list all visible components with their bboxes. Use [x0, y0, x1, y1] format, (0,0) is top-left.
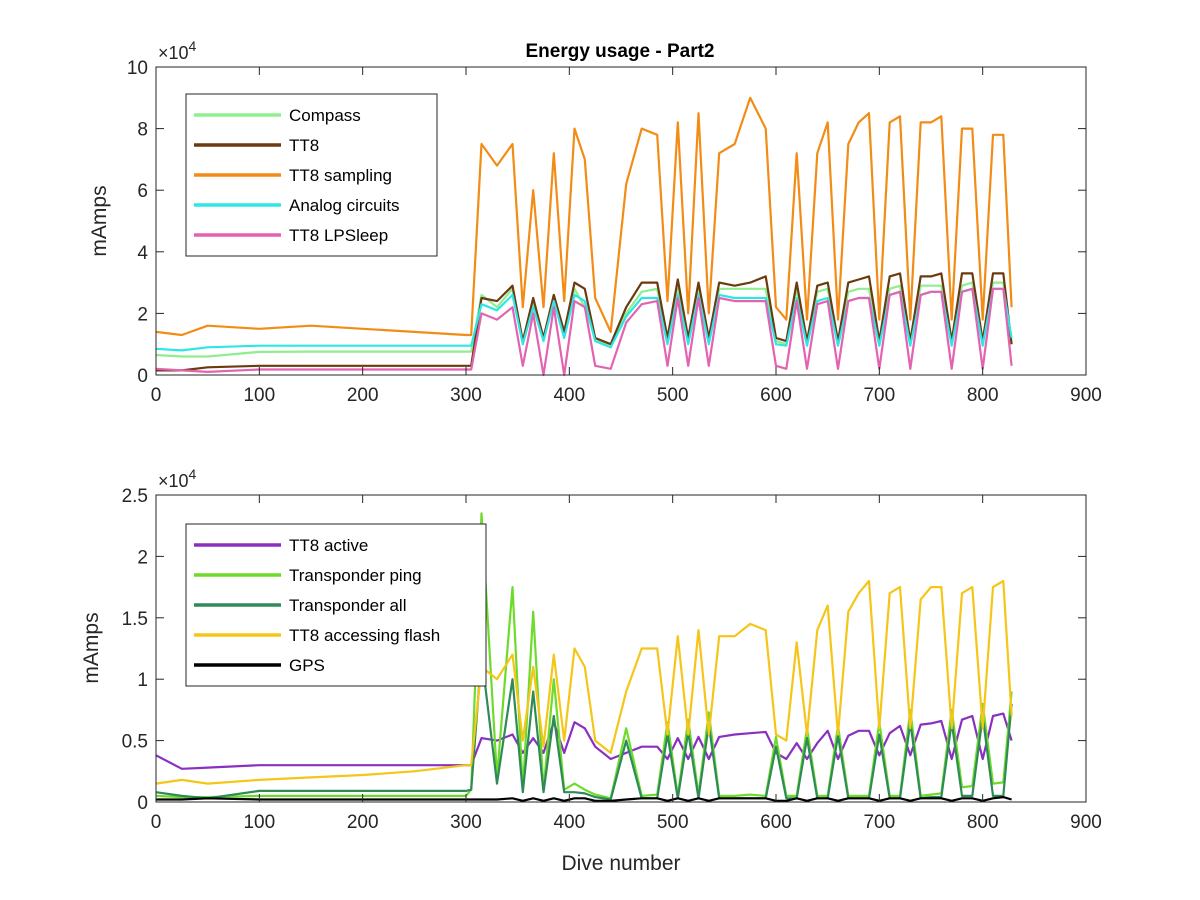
y-tick-label: 0.5	[122, 732, 148, 753]
x-tick-label: 400	[553, 385, 585, 406]
series-line-tt8	[156, 272, 1013, 372]
series-line-gps	[156, 795, 1012, 802]
y-axis-label-bottom: mAmps	[80, 612, 103, 683]
legend-entry: Compass	[289, 106, 361, 125]
legend-entry: TT8	[289, 136, 319, 155]
ticks-top: 0 100 200 300 400 500 600 700 800 900 0 2 4 6 8 10	[127, 58, 1102, 406]
y-multiplier-bottom: ×104	[158, 466, 197, 491]
y-tick-label: 0	[137, 793, 148, 814]
x-axis-label-bottom: Dive number	[561, 852, 680, 875]
y-multiplier-top: ×104	[158, 38, 197, 63]
x-tick-label: 500	[657, 385, 689, 406]
x-tick-label: 600	[760, 385, 792, 406]
series-line-tt8-accessing-flash	[155, 579, 1013, 785]
x-tick-label: 100	[243, 812, 275, 833]
legend-entry: TT8 active	[289, 536, 368, 555]
y-tick-label: 1.5	[122, 609, 148, 630]
x-tick-label: 600	[760, 812, 792, 833]
x-tick-label: 0	[151, 812, 162, 833]
y-tick-label: 8	[137, 120, 148, 141]
x-tick-label: 800	[967, 812, 999, 833]
series-group-bottom	[155, 512, 1013, 802]
axes-top: Energy usage - Part2 0 100 200 300 400 500 600…	[88, 38, 1102, 406]
axes-box-top	[155, 66, 1087, 376]
legend-entry: Analog circuits	[289, 196, 400, 215]
y-tick-label: 2	[137, 547, 148, 568]
y-tick-label: 4	[137, 243, 148, 264]
x-tick-label: 700	[863, 385, 895, 406]
axes-bottom: 0 100 200 300 400 500 600 700 800 900 0 0.5 1 1.5 2 2.5…	[80, 466, 1102, 875]
x-tick-label: 800	[967, 385, 999, 406]
x-tick-label: 500	[657, 812, 689, 833]
y-tick-label: 2	[137, 304, 148, 325]
y-tick-label: 0	[137, 366, 148, 387]
x-tick-label: 700	[863, 812, 895, 833]
y-axis-label-top: mAmps	[88, 185, 111, 256]
x-tick-label: 100	[243, 385, 275, 406]
y-tick-label: 2.5	[122, 486, 148, 507]
y-tick-label: 10	[127, 58, 148, 79]
ticks-bottom: 0 100 200 300 400 500 600 700 800 900 0 0.5 1 1.5 2 2.5	[122, 486, 1102, 833]
legend-entry: Transponder ping	[289, 566, 422, 585]
x-tick-label: 400	[553, 812, 585, 833]
legend-entry: GPS	[289, 656, 325, 675]
x-tick-label: 200	[347, 812, 379, 833]
legend-entry: TT8 accessing flash	[289, 626, 440, 645]
legend-bottom: TT8 active Transponder ping Transponder al…	[185, 523, 487, 687]
x-tick-label: 900	[1070, 812, 1102, 833]
series-line-tt8-sampling	[155, 96, 1013, 337]
x-tick-label: 300	[450, 812, 482, 833]
series-line-tt8-lpsleep	[155, 287, 1013, 377]
legend-entry: TT8 sampling	[289, 166, 392, 185]
x-tick-label: 200	[347, 385, 379, 406]
y-tick-label: 1	[137, 670, 148, 691]
x-tick-label: 900	[1070, 385, 1102, 406]
series-line-tt8-active	[155, 712, 1013, 770]
x-tick-label: 300	[450, 385, 482, 406]
chart-title: Energy usage - Part2	[525, 41, 714, 62]
legend-entry: TT8 LPSleep	[289, 226, 388, 245]
legend-entry: Transponder all	[289, 596, 407, 615]
axes-box-bottom	[155, 494, 1087, 803]
x-tick-label: 0	[151, 385, 162, 406]
series-group-top	[155, 96, 1013, 377]
legend-top: Compass TT8 TT8 sampling Analog circuits TT8…	[185, 93, 438, 257]
y-tick-label: 6	[137, 181, 148, 202]
